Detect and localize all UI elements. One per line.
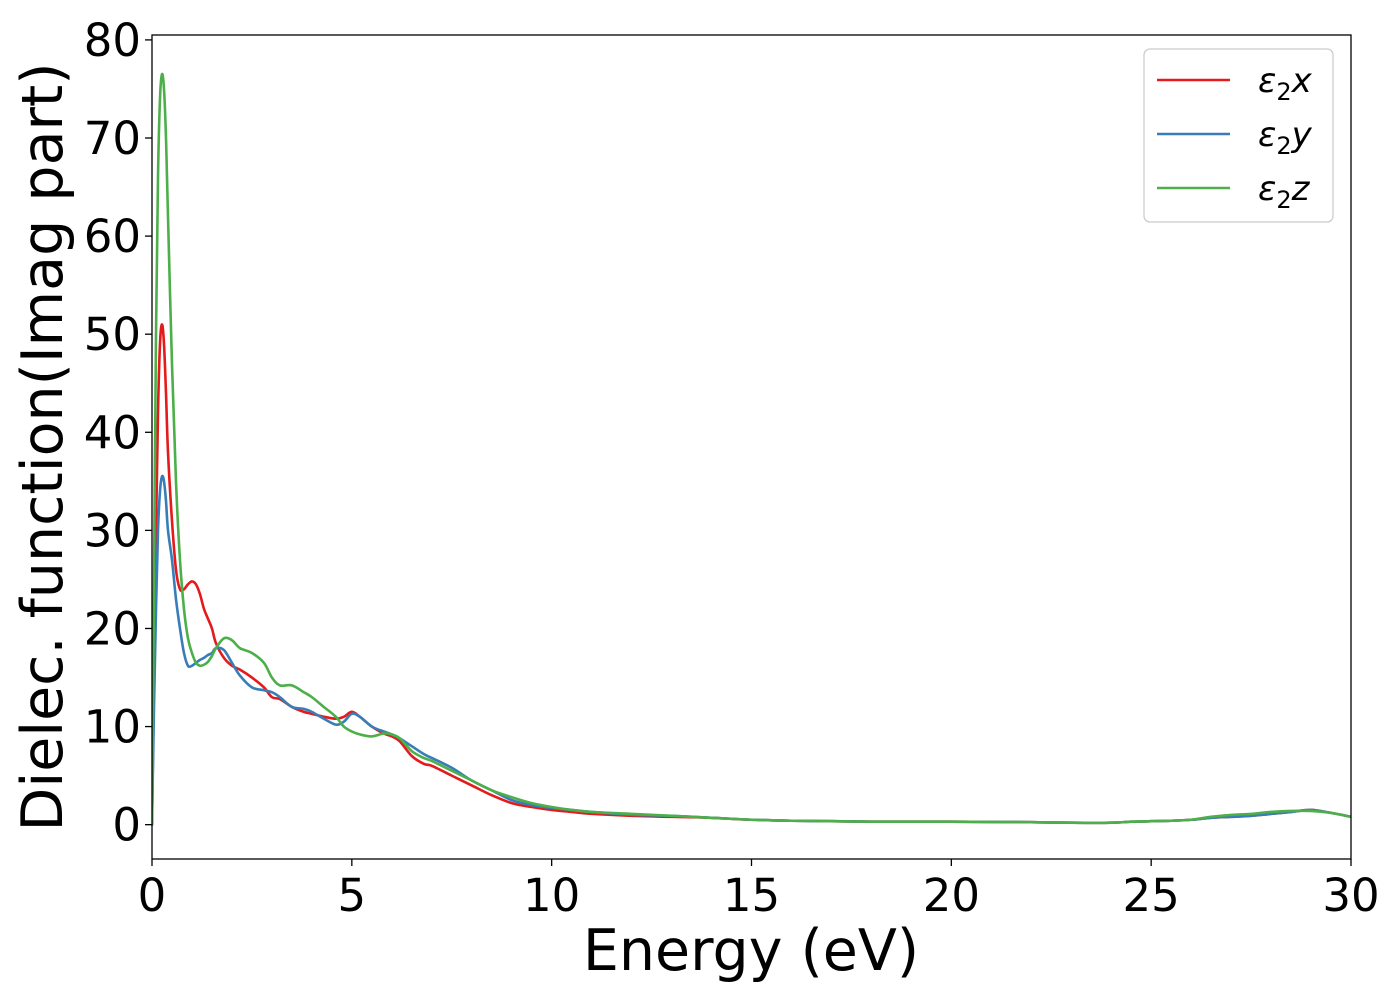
y-tick-label: 50 [84, 308, 141, 361]
legend-entries: ε2x ε2y ε2z [1157, 61, 1313, 214]
x-tick-label: 15 [723, 869, 780, 922]
y-axis-title: Dielec. function(Imag part) [10, 62, 76, 831]
x-tick-label: 10 [523, 869, 580, 922]
y-tick-label: 60 [84, 210, 141, 263]
y-tick-label: 10 [84, 701, 141, 754]
x-axis: 0 5 10 15 20 25 30 [138, 859, 1380, 922]
y-tick-label: 70 [84, 112, 141, 165]
y-tick-label: 0 [112, 799, 141, 852]
legend-label-x: ε2x [1258, 61, 1313, 106]
x-axis-title: Energy (eV) [583, 918, 919, 984]
x-tick-label: 5 [338, 869, 367, 922]
legend: ε2x ε2y ε2z [1143, 48, 1334, 223]
y-tick-label: 20 [84, 602, 141, 655]
y-axis: 0 10 20 30 40 50 60 70 80 [84, 14, 152, 852]
series-layer [152, 72, 1351, 826]
x-tick-label: 20 [923, 869, 980, 922]
x-tick-label: 25 [1123, 869, 1180, 922]
legend-label-z: ε2z [1258, 169, 1311, 214]
x-tick-label: 30 [1322, 869, 1379, 922]
legend-box [1143, 48, 1334, 223]
y-tick-label: 40 [84, 406, 141, 459]
legend-label-y: ε2y [1258, 115, 1313, 160]
series-line-z [152, 72, 1351, 826]
x-tick-label: 0 [138, 869, 167, 922]
y-tick-label: 30 [84, 504, 141, 557]
y-tick-label: 80 [84, 14, 141, 67]
